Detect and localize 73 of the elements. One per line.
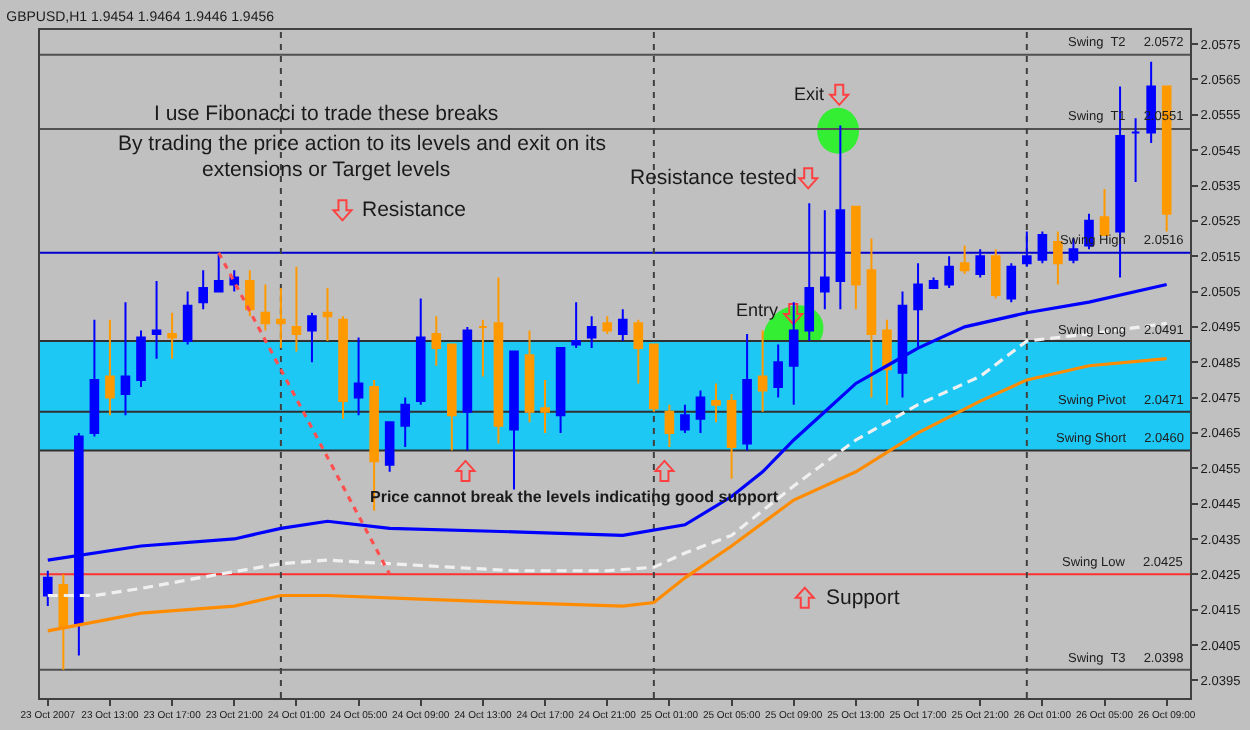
candlestick bbox=[726, 393, 737, 480]
candlestick bbox=[586, 315, 597, 350]
candlestick bbox=[711, 382, 721, 424]
annotation: I use Fibonacci to trade these breaks bbox=[154, 102, 499, 126]
annotation: Resistance bbox=[362, 198, 467, 222]
candlestick bbox=[105, 318, 115, 417]
candlestick bbox=[431, 315, 442, 367]
candlestick bbox=[322, 287, 333, 343]
candlestick bbox=[851, 205, 861, 311]
candlestick bbox=[835, 124, 846, 311]
candlestick bbox=[1130, 117, 1141, 183]
annotation: Resistance tested bbox=[630, 166, 798, 190]
candlestick bbox=[695, 389, 706, 434]
annotation: extensions or Target levels bbox=[202, 158, 451, 182]
candlestick bbox=[571, 301, 581, 350]
candlestick bbox=[182, 290, 193, 346]
candlestick bbox=[540, 378, 550, 434]
candlestick bbox=[819, 209, 830, 311]
candlestick bbox=[524, 329, 535, 424]
candlestick bbox=[1022, 230, 1032, 268]
candlestick bbox=[58, 573, 69, 671]
candlestick bbox=[151, 279, 162, 360]
candlestick bbox=[120, 301, 131, 417]
candlestick bbox=[136, 329, 146, 388]
candlestick bbox=[975, 248, 986, 279]
candlestick bbox=[1099, 188, 1110, 236]
annotation: Support bbox=[826, 586, 900, 610]
candlestick bbox=[649, 343, 659, 413]
candlestick bbox=[198, 269, 208, 311]
candlestick bbox=[400, 396, 411, 449]
candlestick bbox=[664, 403, 675, 449]
candlestick bbox=[42, 569, 53, 608]
candlestick bbox=[897, 290, 908, 399]
candlestick bbox=[229, 269, 240, 293]
candlestick bbox=[602, 315, 613, 335]
candlestick bbox=[742, 332, 752, 452]
candlestick bbox=[757, 329, 768, 413]
candlestick bbox=[944, 255, 954, 290]
candlestick bbox=[959, 244, 970, 275]
candlestick bbox=[555, 347, 566, 434]
candlestick bbox=[493, 276, 504, 445]
candlestick bbox=[990, 248, 1001, 300]
candlestick bbox=[1053, 230, 1063, 286]
candlestick bbox=[213, 251, 224, 293]
candlestick bbox=[307, 311, 317, 364]
candlestick bbox=[167, 311, 177, 360]
candlestick bbox=[882, 318, 892, 406]
candlestick bbox=[1006, 262, 1017, 304]
candlestick bbox=[509, 350, 519, 491]
candlestick bbox=[1037, 230, 1048, 265]
annotation: By trading the price action to its levels and exit on its bbox=[118, 132, 606, 156]
candlestick bbox=[89, 318, 100, 438]
candlestick bbox=[338, 315, 348, 420]
candlestick bbox=[291, 265, 302, 353]
candlestick bbox=[617, 308, 628, 343]
candlestick bbox=[680, 403, 690, 434]
candlestick bbox=[447, 343, 457, 452]
candlestick bbox=[866, 237, 877, 399]
candlestick bbox=[633, 318, 644, 385]
candlestick bbox=[415, 297, 426, 406]
annotation: Exit bbox=[794, 84, 825, 104]
candlestick bbox=[788, 301, 799, 406]
annotation: Entry bbox=[736, 300, 780, 320]
candlestick bbox=[353, 336, 364, 417]
candlestick bbox=[260, 283, 271, 332]
candlestick bbox=[478, 318, 488, 378]
candlestick bbox=[244, 269, 255, 318]
candlestick bbox=[928, 276, 939, 290]
candlestick bbox=[276, 287, 286, 350]
candlestick bbox=[804, 202, 815, 343]
candlestick bbox=[462, 325, 473, 452]
candlestick bbox=[384, 421, 395, 473]
candlestick bbox=[773, 343, 783, 399]
